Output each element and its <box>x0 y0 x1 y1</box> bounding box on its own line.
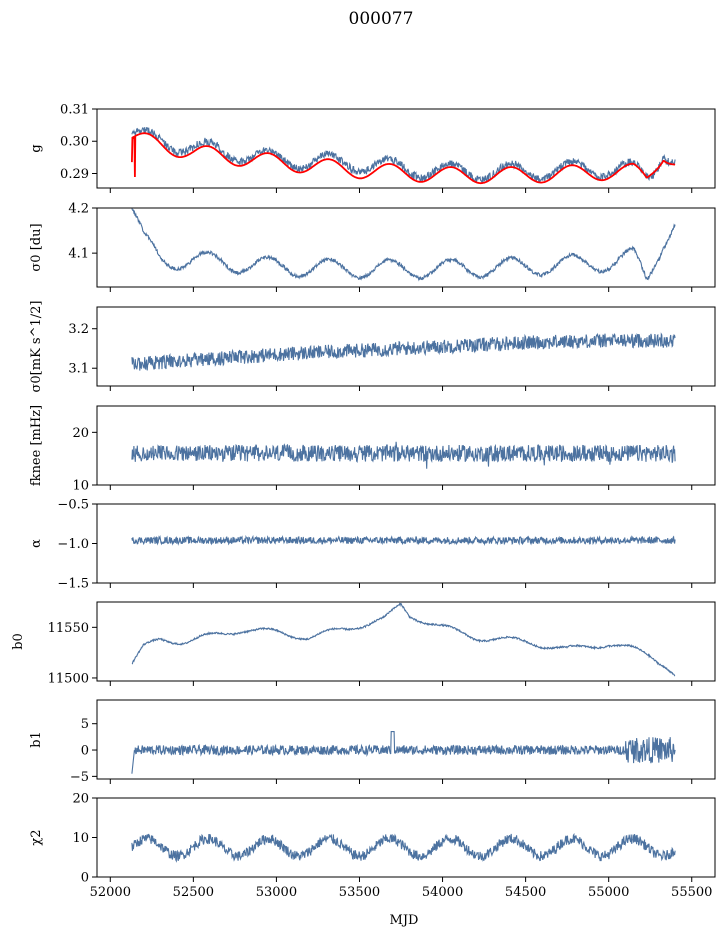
axes-frame <box>96 699 716 780</box>
panel-fknee: 10 20 fknee [mHz] <box>29 405 716 494</box>
y-axis-label: g <box>29 144 44 152</box>
y-tick-label: 3.1 <box>68 362 89 377</box>
axes-frame <box>96 405 716 486</box>
series-line-sigma0_du-0 <box>131 208 676 282</box>
series-line-fknee-0 <box>131 441 676 469</box>
y-tick-label: 11500 <box>48 671 89 686</box>
panel-sigma0_mk: 3.1 3.2 σ0[mK s^1/2] <box>29 301 716 393</box>
y-tick-label: 0.29 <box>60 167 89 182</box>
panel-chi2: 0 10 20 52000 52500 53000 53500 54000 54500 55000… <box>29 792 716 900</box>
axes-frame <box>96 306 716 387</box>
x-tick-label: 55500 <box>671 885 712 900</box>
y-tick-label: −1.0 <box>57 537 89 552</box>
y-axis-label: χ2 <box>29 829 44 845</box>
y-axis-label: b1 <box>29 731 44 748</box>
y-tick-label: −5 <box>70 770 89 785</box>
x-axis-label: MJD <box>390 913 419 928</box>
series-line-b0-0 <box>131 602 676 677</box>
figure-title: 000077 <box>349 9 414 29</box>
y-tick-label: 11550 <box>48 621 89 636</box>
y-tick-label: 0 <box>81 871 89 886</box>
y-tick-label: 20 <box>72 426 89 441</box>
y-tick-label: 10 <box>72 479 89 494</box>
y-tick-label: 0 <box>81 744 89 759</box>
series-line-g-0 <box>131 126 676 184</box>
y-tick-label: −0.5 <box>57 498 89 513</box>
axes-frame <box>96 601 716 682</box>
axes-frame <box>96 797 716 878</box>
y-axis-label: fknee [mHz] <box>29 405 44 486</box>
y-tick-label: 10 <box>72 831 89 846</box>
panel-alpha: −1.5 −1.0 −0.5 α <box>29 498 716 592</box>
y-tick-label: 4.2 <box>68 202 89 217</box>
y-tick-label: 0.30 <box>60 135 89 150</box>
y-tick-label: −1.5 <box>57 577 89 592</box>
series-line-sigma0_mk-0 <box>131 332 676 371</box>
y-tick-label: 0.31 <box>60 103 89 118</box>
y-axis-label: σ0 [du] <box>29 223 44 271</box>
series-line-b1-0 <box>131 731 676 774</box>
y-axis-label: σ0[mK s^1/2] <box>29 301 44 393</box>
panels: 0.29 0.30 0.31 g 4.1 4.2 σ0 [du] 3.1 3.2 σ0[mK s^… <box>11 103 716 900</box>
y-tick-label: 5 <box>81 717 89 732</box>
series-line-chi2-0 <box>131 832 676 863</box>
y-tick-label: 4.1 <box>68 247 89 262</box>
y-tick-label: 3.2 <box>68 322 89 337</box>
panel-b0: 11500 11550 b0 <box>11 601 716 686</box>
series-line-g-1 <box>131 132 676 185</box>
x-tick-label: 53000 <box>256 885 297 900</box>
x-tick-label: 53500 <box>339 885 380 900</box>
x-tick-label: 54500 <box>505 885 546 900</box>
x-tick-label: 54000 <box>422 885 463 900</box>
y-tick-label: 20 <box>72 792 89 807</box>
y-axis-label: b0 <box>11 633 26 650</box>
x-tick-label: 52500 <box>173 885 214 900</box>
axes-frame <box>96 108 716 189</box>
panel-b1: −5 0 5 b1 <box>29 699 716 785</box>
axes-frame <box>96 207 716 288</box>
panel-sigma0_du: 4.1 4.2 σ0 [du] <box>29 202 716 292</box>
series-line-alpha-0 <box>131 534 676 546</box>
x-tick-label: 55000 <box>588 885 629 900</box>
panel-g: 0.29 0.30 0.31 g <box>29 103 716 193</box>
x-tick-label: 52000 <box>90 885 131 900</box>
y-axis-label: α <box>29 539 44 548</box>
